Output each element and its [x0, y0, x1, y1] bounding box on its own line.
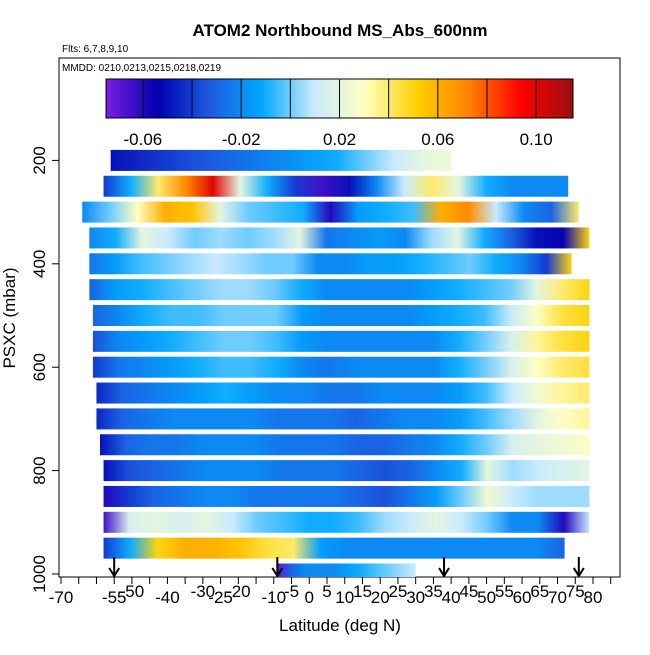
x-tick-label-upper: 75	[566, 582, 585, 601]
x-tick-label-upper: 65	[530, 582, 549, 601]
heatmap-row	[92, 330, 590, 352]
x-tick-label: 30	[406, 588, 425, 607]
heatmap-row	[103, 537, 565, 559]
x-tick-label-upper: -5	[284, 582, 299, 601]
colorbar: -0.06 -0.02 0.02 0.06 0.10	[105, 78, 574, 149]
heatmap-row	[103, 460, 590, 482]
heatmap-row	[96, 408, 590, 430]
y-axis: 200 400 600 800 1000	[30, 146, 60, 593]
x-tick-label: 80	[584, 588, 603, 607]
x-tick-label: -40	[155, 588, 180, 607]
x-tick-label: -25	[208, 588, 233, 607]
x-tick-label-upper: 35	[424, 582, 443, 601]
heatmap-row	[100, 434, 590, 456]
colorbar-tick-label: 0.02	[323, 130, 356, 149]
heatmap-row	[103, 175, 569, 197]
y-tick-label: 800	[30, 456, 49, 484]
y-tick-label: 1000	[30, 555, 49, 593]
heatmap-row	[92, 356, 590, 378]
x-tick-label: 40	[442, 588, 461, 607]
x-tick-label-upper: 15	[353, 582, 372, 601]
x-tick-label-upper: -50	[120, 582, 145, 601]
heatmap-row	[89, 279, 590, 301]
heatmap-row	[110, 149, 452, 171]
colorbar-tick-label: 0.06	[421, 130, 454, 149]
x-tick-label-upper: 5	[322, 582, 331, 601]
x-tick-label: 20	[371, 588, 390, 607]
heatmap-layer	[82, 149, 590, 577]
colorbar-tick-label: 0.10	[520, 130, 553, 149]
chart-title: ATOM2 Northbound MS_Abs_600nm	[192, 21, 487, 40]
heatmap-row	[277, 563, 416, 577]
heatmap-row	[96, 382, 590, 404]
profile-arrow	[108, 557, 121, 578]
profile-arrow	[572, 557, 585, 578]
x-axis-label: Latitude (deg N)	[279, 616, 401, 635]
heatmap-row	[82, 201, 579, 223]
x-tick-label: 50	[477, 588, 496, 607]
x-tick-label: -55	[102, 588, 127, 607]
x-tick-label: -10	[262, 588, 287, 607]
heatmap-row	[92, 305, 590, 326]
x-tick-label: 70	[548, 588, 567, 607]
x-axis: -70 -55 -40 -25 -10 0 10 20 30 40 50 60 70 80-50 -30 -2…	[49, 577, 612, 607]
x-tick-label: 10	[335, 588, 354, 607]
x-tick-label-upper: 25	[388, 582, 407, 601]
profile-arrows	[108, 557, 585, 578]
x-tick-label-upper: -30	[191, 582, 216, 601]
heatmap-row	[103, 511, 590, 533]
x-tick-label-upper: 45	[459, 582, 478, 601]
y-tick-label: 600	[30, 353, 49, 381]
profile-arrow	[271, 557, 284, 578]
x-tick-label: 0	[305, 588, 314, 607]
profile-arrow	[438, 557, 450, 578]
colorbar-tick-label: -0.06	[123, 130, 162, 149]
colorbar-tick-label: -0.02	[222, 130, 261, 149]
x-tick-label-upper: 55	[495, 582, 514, 601]
y-tick-label: 400	[30, 250, 49, 278]
x-tick-label: -70	[49, 588, 74, 607]
y-tick-label: 200	[30, 146, 49, 174]
heatmap-row	[89, 253, 572, 275]
x-tick-label-upper: -20	[226, 582, 251, 601]
x-tick-label: 60	[513, 588, 532, 607]
dates-subtitle: MMDD: 0210,0213,0215,0218,0219	[62, 63, 221, 74]
y-axis-label: PSXC (mbar)	[0, 267, 19, 368]
heatmap-row	[103, 485, 590, 507]
colorbar-ticks: -0.06 -0.02 0.02 0.06 0.10	[123, 79, 553, 149]
heatmap-row	[89, 227, 590, 249]
flights-subtitle: Flts: 6,7,8,9,10	[62, 44, 129, 55]
